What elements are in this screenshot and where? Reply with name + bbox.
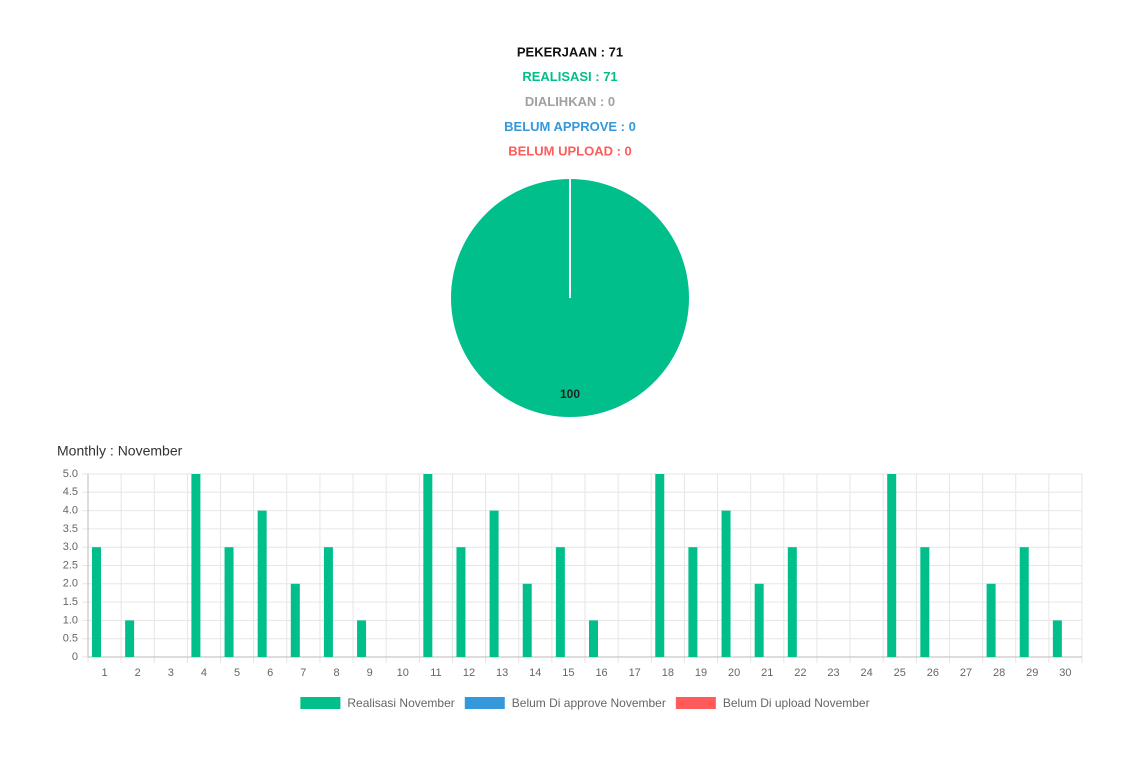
bar xyxy=(489,510,499,657)
bar xyxy=(92,547,101,657)
x-tick-label: 7 xyxy=(300,667,306,679)
x-tick-label: 17 xyxy=(629,667,641,679)
bar xyxy=(754,583,764,657)
x-tick-label: 4 xyxy=(201,667,207,679)
y-tick-label: 3.0 xyxy=(63,541,78,553)
summary-line: DIALIHKAN : 0 xyxy=(525,94,615,109)
y-tick-label: 5.0 xyxy=(63,468,78,480)
legend-label: Belum Di approve November xyxy=(512,696,666,710)
x-tick-label: 16 xyxy=(595,667,607,679)
x-tick-label: 15 xyxy=(562,667,574,679)
x-tick-label: 1 xyxy=(102,667,108,679)
x-tick-label: 5 xyxy=(234,667,240,679)
bar xyxy=(787,547,797,657)
x-tick-label: 23 xyxy=(827,667,839,679)
x-tick-label: 27 xyxy=(960,667,972,679)
bar xyxy=(655,474,665,657)
x-tick-label: 9 xyxy=(367,667,373,679)
x-tick-label: 24 xyxy=(861,667,873,679)
x-tick-label: 8 xyxy=(333,667,339,679)
bar xyxy=(257,510,267,657)
legend-label: Belum Di upload November xyxy=(723,696,870,710)
bar xyxy=(456,547,466,657)
legend-swatch xyxy=(675,697,716,709)
y-tick-label: 2.5 xyxy=(63,559,78,571)
x-tick-label: 30 xyxy=(1059,667,1071,679)
x-tick-label: 25 xyxy=(894,667,906,679)
y-tick-label: 2.0 xyxy=(63,578,78,590)
bar xyxy=(290,583,300,657)
bar xyxy=(688,547,698,657)
x-tick-label: 19 xyxy=(695,667,707,679)
bar xyxy=(323,547,333,657)
bar xyxy=(191,474,201,657)
x-tick-label: 26 xyxy=(927,667,939,679)
x-tick-label: 13 xyxy=(496,667,508,679)
y-tick-label: 0 xyxy=(72,651,78,663)
bar xyxy=(887,474,897,657)
bar xyxy=(125,620,135,657)
x-tick-label: 21 xyxy=(761,667,773,679)
y-tick-label: 1.5 xyxy=(63,596,78,608)
x-tick-label: 20 xyxy=(728,667,740,679)
x-tick-label: 10 xyxy=(397,667,409,679)
y-tick-label: 1.0 xyxy=(63,614,78,626)
data-label: 100 xyxy=(560,387,580,401)
y-tick-label: 4.0 xyxy=(63,505,78,517)
bar xyxy=(1052,620,1062,657)
bar xyxy=(357,620,367,657)
x-tick-label: 3 xyxy=(168,667,174,679)
summary-line: REALISASI : 71 xyxy=(522,69,617,84)
x-tick-label: 29 xyxy=(1026,667,1038,679)
summary-line: BELUM UPLOAD : 0 xyxy=(508,144,632,159)
legend-label: Realisasi November xyxy=(347,696,454,710)
bar xyxy=(224,547,234,657)
bar xyxy=(721,510,731,657)
y-tick-label: 0.5 xyxy=(63,633,78,645)
x-tick-label: 22 xyxy=(794,667,806,679)
x-tick-label: 2 xyxy=(135,667,141,679)
x-tick-label: 6 xyxy=(267,667,273,679)
summary-line: BELUM APPROVE : 0 xyxy=(504,119,636,134)
bar xyxy=(1019,547,1029,657)
x-tick-label: 28 xyxy=(993,667,1005,679)
bar xyxy=(986,583,996,657)
chart-title: Monthly : November xyxy=(57,443,183,459)
legend-swatch xyxy=(464,697,505,709)
legend-swatch xyxy=(300,697,341,709)
bar xyxy=(423,474,433,657)
x-tick-label: 12 xyxy=(463,667,475,679)
x-tick-label: 11 xyxy=(430,667,441,679)
bar xyxy=(522,583,532,657)
bar xyxy=(589,620,598,657)
bar xyxy=(920,547,930,657)
x-tick-label: 18 xyxy=(662,667,674,679)
y-tick-label: 3.5 xyxy=(63,523,78,535)
bar xyxy=(555,547,565,657)
summary-line: PEKERJAAN : 71 xyxy=(517,44,623,59)
y-tick-label: 4.5 xyxy=(63,486,78,498)
x-tick-label: 14 xyxy=(529,667,541,679)
